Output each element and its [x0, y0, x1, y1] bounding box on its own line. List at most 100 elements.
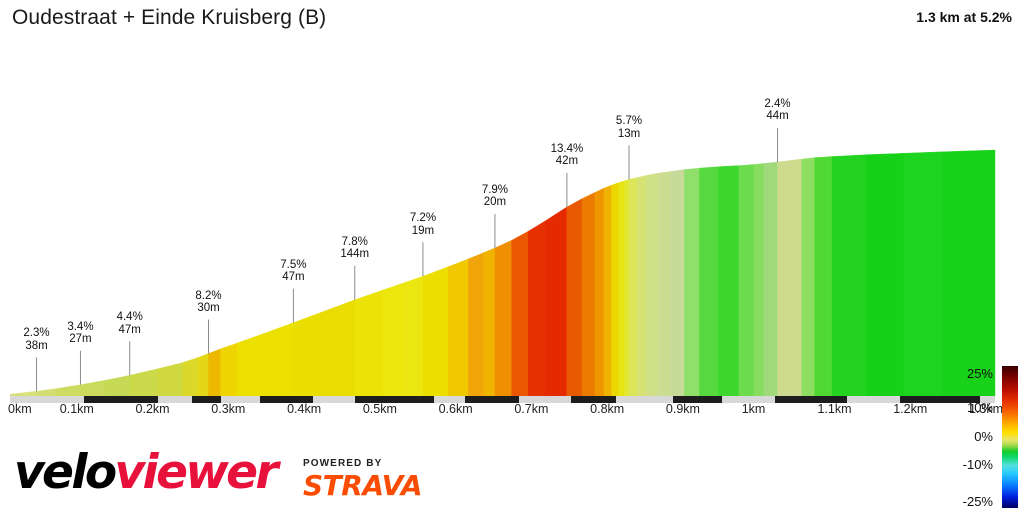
gradient-segment[interactable]: [628, 177, 638, 397]
annotation-distance: 144m: [340, 248, 370, 261]
gradient-segment[interactable]: [777, 158, 802, 397]
annotation-distance: 27m: [69, 333, 92, 346]
gradient-segment[interactable]: [293, 312, 321, 397]
gradient-segment[interactable]: [618, 180, 625, 397]
gradient-segment[interactable]: [447, 258, 469, 397]
gradient-segment[interactable]: [468, 252, 484, 397]
road-segment-dark: [900, 396, 980, 403]
annotation-distance: 42m: [555, 155, 579, 168]
gradient-segment[interactable]: [237, 331, 268, 397]
gradient-segment[interactable]: [670, 169, 685, 397]
gradient-segment[interactable]: [80, 380, 105, 397]
colorbar-tick-2: 0%: [974, 429, 993, 444]
road-segment-dark: [775, 396, 848, 403]
gradient-segment[interactable]: [594, 187, 605, 397]
gradient-segment[interactable]: [581, 192, 596, 397]
segment-annotation: 7.8% 144m: [340, 236, 369, 261]
powered-by-label: POWERED BY: [303, 458, 383, 469]
gradient-segment[interactable]: [483, 247, 496, 397]
elevation-chart[interactable]: 2.3% 38m 3.4% 27m 4.4% 47m 8.2% 30m 7.5% 47m 7.8% 1…: [0, 40, 1024, 400]
gradient-segment[interactable]: [157, 362, 183, 397]
road-segment-light: [847, 396, 901, 403]
road-segment-light: [313, 396, 355, 403]
logo-viewer: viewer: [114, 445, 279, 500]
x-axis-tick-11: 1.1km: [817, 402, 852, 416]
profile-svg: [9, 127, 996, 397]
strava-wordmark: STRAVA: [303, 469, 423, 502]
gradient-segment[interactable]: [941, 149, 996, 397]
gradient-segment[interactable]: [603, 184, 612, 397]
road-segment-light: [220, 396, 261, 403]
gradient-segment[interactable]: [831, 154, 867, 397]
gradient-segment[interactable]: [208, 348, 221, 397]
gradient-segment[interactable]: [544, 206, 568, 397]
colorbar-tick-0: 25%: [966, 366, 993, 381]
road-segment-light: [157, 396, 192, 403]
gradient-segment[interactable]: [267, 322, 294, 397]
gradient-segment[interactable]: [699, 166, 719, 397]
gradient-segment[interactable]: [528, 220, 546, 397]
strava-attribution[interactable]: POWERED BY STRAVA: [303, 458, 423, 502]
gradient-segment[interactable]: [354, 289, 383, 397]
gradient-segment[interactable]: [55, 384, 81, 397]
annotation-gradient: 7.9%: [481, 183, 509, 196]
gradient-segment[interactable]: [422, 266, 449, 397]
veloviewer-logo[interactable]: veloviewer: [14, 445, 279, 500]
gradient-segment[interactable]: [403, 275, 424, 397]
gradient-segment[interactable]: [182, 357, 199, 397]
annotation-gradient: 4.4%: [116, 311, 143, 324]
segment-annotation: 2.4% 44m: [764, 98, 790, 123]
x-axis-tick-9: 0.9km: [665, 402, 700, 416]
gradient-segment[interactable]: [903, 151, 943, 397]
road-surface-bar: [0, 396, 1024, 403]
gradient-segment[interactable]: [637, 175, 647, 397]
gradient-segment[interactable]: [753, 163, 765, 397]
annotation-distance: 20m: [483, 196, 507, 209]
gradient-segment[interactable]: [494, 240, 512, 397]
gradient-segment[interactable]: [763, 161, 778, 397]
annotation-distance: 30m: [197, 302, 220, 315]
annotation-distance: 19m: [411, 224, 435, 237]
gradient-segment[interactable]: [738, 164, 755, 397]
gradient-segments: [9, 149, 996, 397]
gradient-segment[interactable]: [611, 182, 619, 397]
page-title: Oudestraat + Einde Kruisberg (B): [12, 6, 327, 29]
gradient-segment[interactable]: [104, 375, 130, 397]
segment-annotation: 5.7% 13m: [616, 115, 642, 140]
gradient-segment[interactable]: [382, 282, 405, 397]
segment-annotation: 2.3% 38m: [23, 327, 49, 352]
x-axis-tick-12: 1.2km: [893, 402, 928, 416]
x-axis-tick-4: 0.4km: [287, 402, 322, 416]
gradient-segment[interactable]: [865, 153, 905, 397]
segment-annotation: 4.4% 47m: [117, 311, 143, 336]
colorbar-tick-3: -10%: [962, 457, 993, 472]
road-segment-light: [519, 396, 571, 403]
annotation-distance: 38m: [25, 339, 48, 352]
gradient-segment[interactable]: [511, 230, 529, 397]
gradient-segment[interactable]: [814, 156, 833, 397]
road-segment-dark: [354, 396, 435, 403]
gradient-colorbar: [1002, 366, 1018, 508]
annotation-gradient: 2.3%: [23, 327, 50, 340]
road-segment-light: [722, 396, 776, 403]
road-segment-light: [434, 396, 465, 403]
gradient-segment[interactable]: [624, 179, 630, 397]
gradient-segment[interactable]: [320, 299, 355, 397]
annotation-leader-lines: [36, 127, 779, 392]
gradient-segment[interactable]: [801, 157, 815, 397]
x-axis-tick-10: 1km: [741, 402, 766, 416]
road-segment-dark: [84, 396, 158, 403]
road-segment-dark: [191, 396, 221, 403]
gradient-segment[interactable]: [129, 368, 158, 397]
gradient-segment[interactable]: [197, 353, 209, 397]
annotation-distance: 44m: [766, 110, 789, 123]
gradient-segment[interactable]: [36, 388, 56, 397]
gradient-segment[interactable]: [657, 171, 671, 397]
gradient-segment[interactable]: [684, 167, 700, 397]
road-segment-light: [47, 396, 85, 403]
gradient-segment[interactable]: [220, 342, 238, 397]
gradient-segment[interactable]: [566, 198, 583, 397]
gradient-segment[interactable]: [718, 165, 740, 397]
climb-summary: 1.3 km at 5.2%: [916, 9, 1012, 25]
gradient-segment[interactable]: [646, 172, 659, 397]
